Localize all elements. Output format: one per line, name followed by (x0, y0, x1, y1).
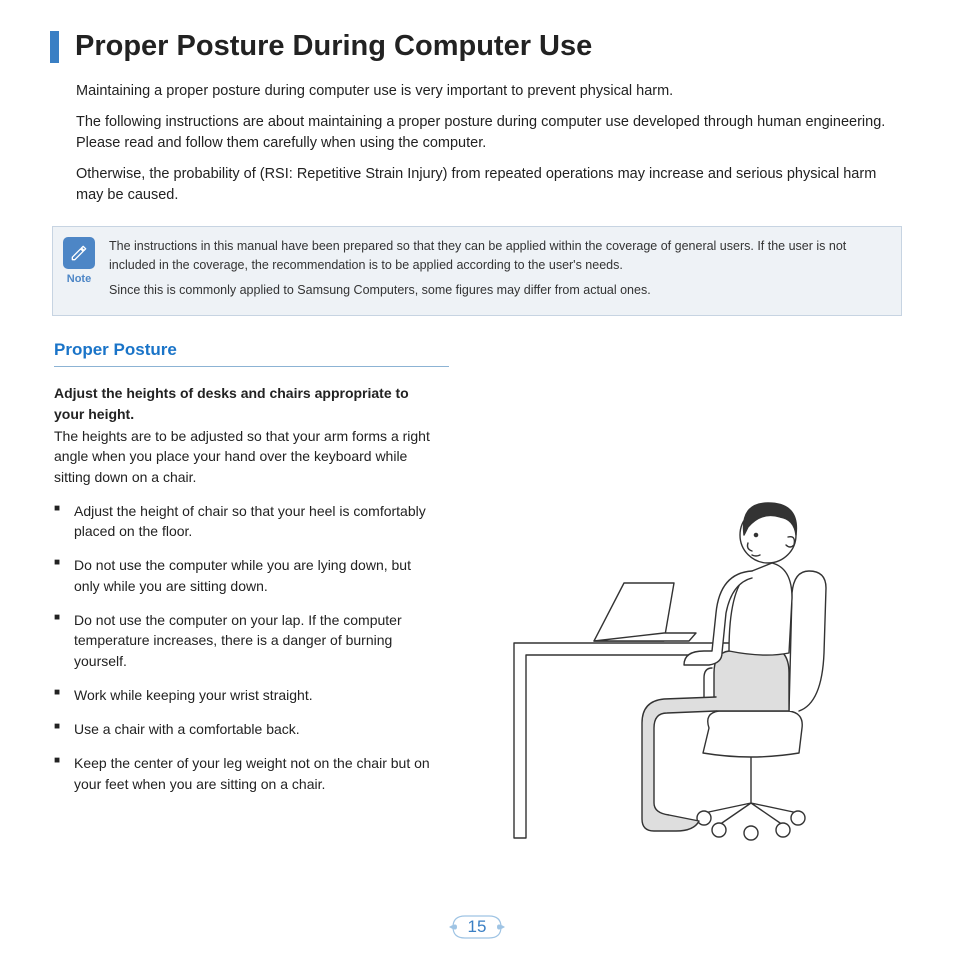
list-item: Do not use the computer while you are ly… (54, 555, 434, 596)
note-paragraph-2: Since this is commonly applied to Samsun… (109, 281, 887, 300)
content-columns: Adjust the heights of desks and chairs a… (54, 383, 914, 853)
title-accent-bar (50, 31, 59, 63)
note-icon-wrap: Note (63, 237, 95, 285)
intro-paragraph-2: The following instructions are about mai… (76, 112, 894, 154)
page-title: Proper Posture During Computer Use (75, 30, 592, 63)
list-item: Do not use the computer on your lap. If … (54, 610, 434, 671)
section-heading: Proper Posture (54, 340, 914, 360)
list-item: Work while keeping your wrist straight. (54, 685, 434, 705)
list-item: Adjust the height of chair so that your … (54, 501, 434, 542)
note-label: Note (67, 273, 91, 285)
title-row: Proper Posture During Computer Use (50, 30, 914, 63)
note-paragraph-1: The instructions in this manual have bee… (109, 237, 887, 275)
body-paragraph: The heights are to be adjusted so that y… (54, 426, 434, 487)
posture-list: Adjust the height of chair so that your … (54, 501, 434, 794)
note-text: The instructions in this manual have bee… (109, 237, 887, 305)
left-column: Adjust the heights of desks and chairs a… (54, 383, 454, 853)
right-column (454, 383, 914, 853)
section-rule (54, 366, 449, 367)
page-number-wrap: 15 (449, 912, 505, 942)
intro-paragraph-3: Otherwise, the probability of (RSI: Repe… (76, 164, 894, 206)
note-box: Note The instructions in this manual hav… (52, 226, 902, 316)
posture-illustration (504, 453, 864, 853)
list-item: Use a chair with a comfortable back. (54, 719, 434, 739)
page-number: 15 (468, 917, 487, 937)
sub-heading: Adjust the heights of desks and chairs a… (54, 383, 434, 424)
pencil-icon (63, 237, 95, 269)
list-item: Keep the center of your leg weight not o… (54, 753, 434, 794)
intro-paragraph-1: Maintaining a proper posture during comp… (76, 81, 894, 102)
